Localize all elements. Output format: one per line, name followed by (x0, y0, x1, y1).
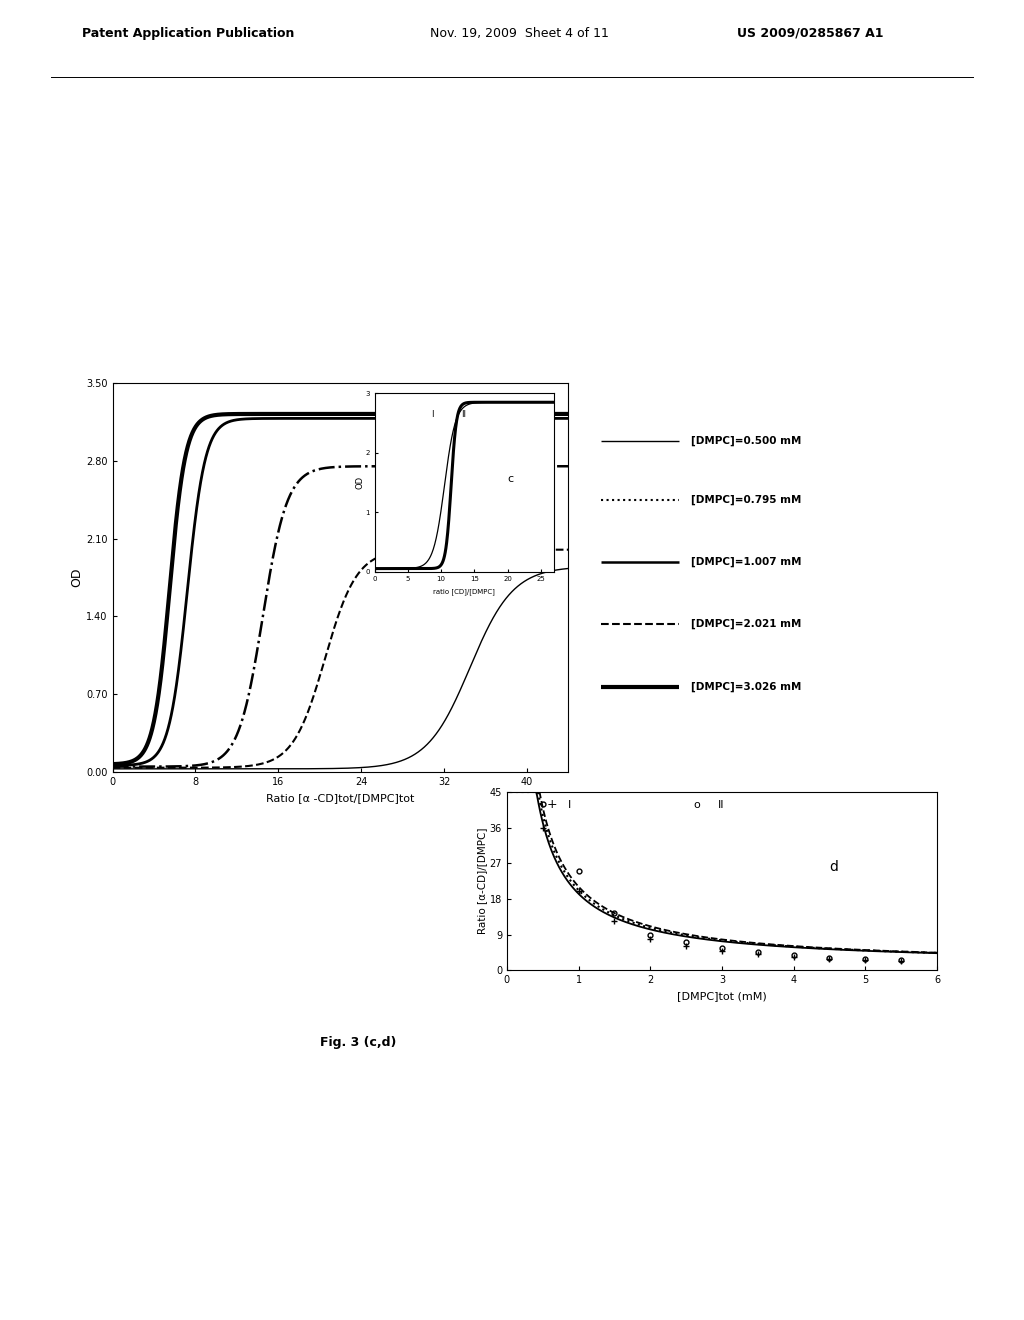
Text: Nov. 19, 2009  Sheet 4 of 11: Nov. 19, 2009 Sheet 4 of 11 (430, 26, 609, 40)
Text: o: o (693, 800, 700, 810)
X-axis label: Ratio [α -CD]tot/[DMPC]tot: Ratio [α -CD]tot/[DMPC]tot (266, 792, 415, 803)
Text: I: I (567, 800, 571, 810)
Y-axis label: OD: OD (355, 477, 365, 488)
Text: c: c (508, 474, 514, 484)
Text: US 2009/0285867 A1: US 2009/0285867 A1 (737, 26, 884, 40)
Y-axis label: Ratio [α-CD]/[DMPC]: Ratio [α-CD]/[DMPC] (477, 828, 486, 935)
Y-axis label: OD: OD (71, 568, 84, 587)
Text: II: II (719, 800, 725, 810)
Text: [DMPC]=2.021 mM: [DMPC]=2.021 mM (691, 619, 802, 630)
Text: Fig. 3 (c,d): Fig. 3 (c,d) (321, 1036, 396, 1049)
Text: [DMPC]=3.026 mM: [DMPC]=3.026 mM (691, 681, 802, 692)
X-axis label: [DMPC]tot (mM): [DMPC]tot (mM) (677, 990, 767, 1001)
Text: [DMPC]=0.500 mM: [DMPC]=0.500 mM (691, 436, 802, 446)
Text: I: I (431, 411, 434, 420)
Text: Patent Application Publication: Patent Application Publication (82, 26, 294, 40)
Text: [DMPC]=1.007 mM: [DMPC]=1.007 mM (691, 557, 802, 568)
X-axis label: ratio [CD]/[DMPC]: ratio [CD]/[DMPC] (433, 587, 496, 595)
Text: +: + (547, 797, 557, 810)
Text: II: II (461, 411, 466, 420)
Text: [DMPC]=0.795 mM: [DMPC]=0.795 mM (691, 495, 802, 504)
Text: d: d (829, 861, 839, 874)
